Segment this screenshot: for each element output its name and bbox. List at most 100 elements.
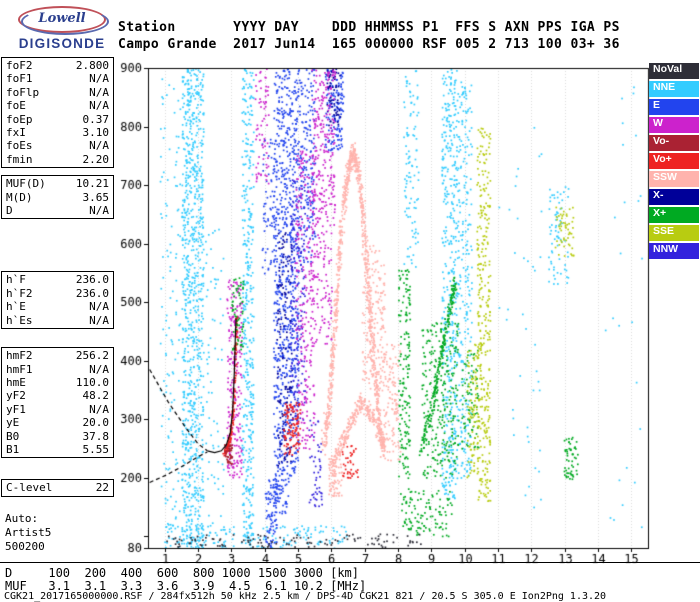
file-info-footer: CGK21_2017165000000.RSF / 284fx512h 50 k… — [4, 591, 607, 602]
param-row-hmE: hmE 110.0 — [2, 376, 113, 389]
param-value: N/A — [89, 313, 109, 327]
param-group: h`F 236.0 h`F2 236.0 h`E N/A h`Es N/A — [1, 271, 114, 330]
param-label: foF2 — [6, 59, 33, 72]
param-row-B0: B0 37.8 — [2, 430, 113, 443]
param-row-D: D N/A — [2, 204, 113, 217]
param-label: fxI — [6, 126, 26, 140]
param-label: B1 — [6, 442, 20, 456]
param-label: hmF2 — [6, 349, 33, 363]
bottom-separator — [0, 562, 700, 563]
param-group: foF2 2.800 foF1 N/A foFlp N/A foE N/A foEp 0.37 fx… — [1, 57, 114, 169]
param-value: N/A — [89, 362, 109, 376]
param-label: C-level — [6, 481, 53, 495]
param-label: yE — [6, 416, 20, 430]
param-row-yF2: yF2 48.2 — [2, 389, 113, 402]
legend-item-X-: X- — [649, 189, 699, 205]
legend-item-NNW: NNW — [649, 243, 699, 259]
param-label: h`Es — [6, 313, 33, 327]
param-value: N/A — [89, 402, 109, 416]
param-row-yE: yE 20.0 — [2, 416, 113, 429]
param-row-h`F2: h`F2 236.0 — [2, 287, 113, 300]
param-row-yF1: yF1 N/A — [2, 403, 113, 416]
param-row-foF2: foF2 2.800 — [2, 59, 113, 72]
param-value: 2.20 — [82, 152, 110, 166]
param-value: 22 — [95, 481, 109, 495]
echo-direction-legend: NoVal NNE E W Vo- Vo+ SSW X- X+ SSE NNW — [649, 63, 699, 261]
param-value: 37.8 — [82, 429, 110, 443]
param-label: h`F — [6, 273, 26, 287]
legend-item-NNE: NNE — [649, 81, 699, 97]
header-station-values: Campo Grande 2017 Jun14 165 000000 RSF 0… — [118, 37, 620, 52]
logo-brand-text: Lowell — [38, 11, 86, 26]
param-label: M(D) — [6, 190, 33, 204]
autoscaling-line: Artist5 — [5, 525, 52, 539]
legend-item-W: W — [649, 117, 699, 133]
param-value: 48.2 — [82, 389, 110, 403]
param-label: foF1 — [6, 72, 33, 86]
param-value: 3.10 — [82, 126, 110, 140]
logo-product-text: DIGISONDE — [18, 36, 106, 51]
param-label: h`E — [6, 300, 26, 314]
lowell-digisonde-logo: Lowell DIGISONDE — [6, 4, 118, 52]
param-label: foE — [6, 99, 26, 113]
param-row-B1: B1 5.55 — [2, 443, 113, 456]
param-row-M(D): M(D) 3.65 — [2, 191, 113, 204]
legend-item-SSW: SSW — [649, 171, 699, 187]
parameter-panel: foF2 2.800 foF1 N/A foFlp N/A foE N/A foEp 0.37 fx… — [1, 57, 114, 554]
param-value: 110.0 — [75, 375, 109, 389]
param-group: MUF(D) 10.21 M(D) 3.65 D N/A — [1, 175, 114, 220]
param-value: N/A — [89, 72, 109, 86]
param-row-hmF2: hmF2 256.2 — [2, 349, 113, 362]
legend-item-NoVal: NoVal — [649, 63, 699, 79]
param-value: N/A — [89, 204, 109, 218]
param-value: 10.21 — [75, 177, 109, 191]
param-row-foE: foE N/A — [2, 99, 113, 112]
param-value: N/A — [89, 300, 109, 314]
param-label: B0 — [6, 429, 20, 443]
distance-row: D 100 200 400 600 800 1000 1500 3000 [km… — [5, 566, 360, 580]
param-row-fxI: fxI 3.10 — [2, 126, 113, 139]
legend-item-X+: X+ — [649, 207, 699, 223]
legend-item-Vo-: Vo- — [649, 135, 699, 151]
param-label: fmin — [6, 152, 33, 166]
param-value: N/A — [89, 139, 109, 153]
param-value: N/A — [89, 99, 109, 113]
param-label: yF2 — [6, 389, 26, 403]
param-row-foFlp: foFlp N/A — [2, 86, 113, 99]
param-row-foEp: foEp 0.37 — [2, 113, 113, 126]
param-row-fmin: fmin 2.20 — [2, 153, 113, 166]
param-value: 3.65 — [82, 190, 110, 204]
param-label: MUF(D) — [6, 177, 46, 191]
param-group: C-level 22 — [1, 479, 114, 497]
param-value: 5.55 — [82, 442, 110, 456]
param-row-h`E: h`E N/A — [2, 300, 113, 313]
muf-row: MUF 3.1 3.1 3.3 3.6 3.9 4.5 6.1 10.2 [MH… — [5, 579, 367, 593]
param-row-MUF(D): MUF(D) 10.21 — [2, 177, 113, 190]
param-label: h`F2 — [6, 286, 33, 300]
param-label: hmF1 — [6, 362, 33, 376]
param-group: hmF2 256.2 hmF1 N/A hmE 110.0 yF2 48.2 yF1 N/A yE 2… — [1, 347, 114, 459]
param-row-h`F: h`F 236.0 — [2, 273, 113, 286]
header-column-labels: Station YYYY DAY DDD HHMMSS P1 FFS S AXN… — [118, 20, 620, 35]
param-label: D — [6, 204, 13, 218]
autoscaling-info: Auto: Artist5 500200 — [1, 512, 114, 554]
autoscaling-line: 500200 — [5, 539, 45, 553]
param-value: 256.2 — [75, 349, 109, 363]
param-label: foFlp — [6, 85, 40, 99]
param-label: yF1 — [6, 402, 26, 416]
legend-item-E: E — [649, 99, 699, 115]
param-value: 0.37 — [82, 112, 110, 126]
autoscaling-line: Auto: — [5, 511, 39, 525]
param-value: 20.0 — [82, 416, 110, 430]
param-value: N/A — [89, 85, 109, 99]
param-row-foEs: foEs N/A — [2, 139, 113, 152]
legend-item-Vo+: Vo+ — [649, 153, 699, 169]
param-row-foF1: foF1 N/A — [2, 72, 113, 85]
param-value: 2.800 — [75, 59, 109, 72]
param-value: 236.0 — [75, 273, 109, 287]
param-value: 236.0 — [75, 286, 109, 300]
parameter-groups: foF2 2.800 foF1 N/A foFlp N/A foE N/A foEp 0.37 fx… — [1, 57, 114, 497]
param-label: foEp — [6, 112, 33, 126]
